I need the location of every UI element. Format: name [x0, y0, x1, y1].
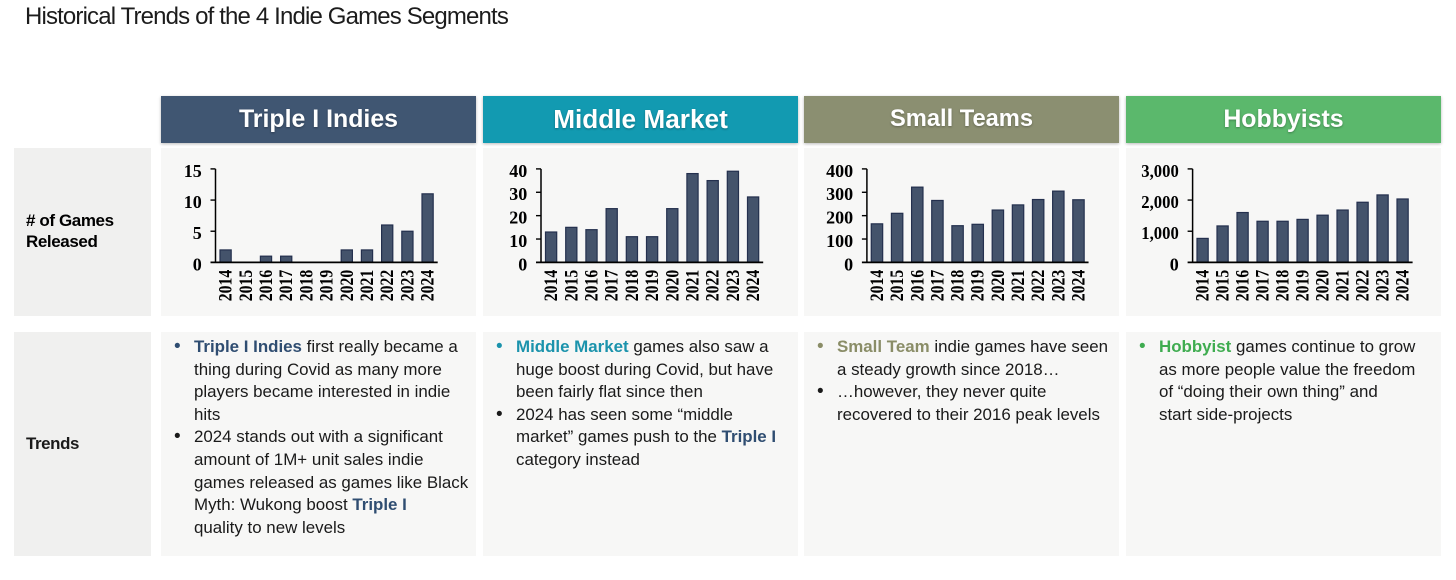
- svg-text:200: 200: [826, 208, 853, 228]
- svg-text:2019: 2019: [1293, 270, 1314, 302]
- svg-text:2015: 2015: [887, 270, 908, 302]
- svg-text:2019: 2019: [642, 270, 663, 302]
- svg-text:2014: 2014: [216, 269, 237, 301]
- svg-text:30: 30: [509, 184, 527, 204]
- svg-text:300: 300: [826, 184, 853, 204]
- svg-text:2023: 2023: [723, 270, 744, 302]
- svg-text:2021: 2021: [1333, 270, 1354, 302]
- svg-text:2023: 2023: [1373, 270, 1394, 302]
- svg-text:0: 0: [1170, 254, 1179, 274]
- svg-text:2017: 2017: [1253, 270, 1274, 302]
- svg-text:2019: 2019: [968, 270, 989, 302]
- svg-text:0: 0: [844, 254, 853, 274]
- svg-text:2017: 2017: [927, 270, 948, 302]
- svg-text:15: 15: [184, 161, 202, 181]
- svg-text:2015: 2015: [561, 270, 582, 302]
- svg-text:10: 10: [509, 231, 527, 251]
- svg-text:2015: 2015: [236, 270, 257, 302]
- svg-text:0: 0: [193, 254, 202, 274]
- svg-text:400: 400: [826, 161, 853, 181]
- svg-text:2016: 2016: [907, 270, 928, 302]
- svg-text:2017: 2017: [276, 270, 297, 302]
- svg-text:1,000: 1,000: [1141, 223, 1179, 243]
- svg-text:2018: 2018: [948, 270, 969, 302]
- svg-text:20: 20: [509, 208, 527, 228]
- svg-text:100: 100: [826, 231, 853, 251]
- svg-text:2014: 2014: [541, 269, 562, 301]
- svg-text:2018: 2018: [296, 270, 317, 302]
- svg-text:2024: 2024: [1068, 269, 1089, 301]
- svg-text:40: 40: [509, 161, 527, 181]
- svg-text:2020: 2020: [1313, 270, 1334, 302]
- svg-text:2020: 2020: [662, 270, 683, 302]
- svg-text:2020: 2020: [988, 270, 1009, 302]
- svg-text:3,000: 3,000: [1141, 161, 1179, 181]
- svg-text:2014: 2014: [867, 269, 888, 301]
- svg-text:2020: 2020: [337, 270, 358, 302]
- svg-text:2022: 2022: [1353, 270, 1374, 302]
- svg-text:2022: 2022: [1028, 270, 1049, 302]
- svg-text:2023: 2023: [397, 270, 418, 302]
- svg-text:2019: 2019: [317, 270, 338, 302]
- svg-text:2015: 2015: [1213, 270, 1234, 302]
- svg-text:2,000: 2,000: [1141, 192, 1179, 212]
- svg-text:2022: 2022: [703, 270, 724, 302]
- svg-text:2021: 2021: [357, 270, 378, 302]
- svg-text:2017: 2017: [602, 270, 623, 302]
- svg-text:2021: 2021: [1008, 270, 1029, 302]
- svg-text:2024: 2024: [1393, 269, 1414, 301]
- svg-text:2024: 2024: [743, 269, 764, 301]
- svg-text:2022: 2022: [377, 270, 398, 302]
- svg-text:2016: 2016: [256, 270, 277, 302]
- svg-text:5: 5: [193, 223, 202, 243]
- svg-text:2016: 2016: [1233, 270, 1254, 302]
- svg-text:10: 10: [184, 192, 202, 212]
- svg-text:2023: 2023: [1048, 270, 1069, 302]
- svg-text:0: 0: [518, 254, 527, 274]
- svg-text:2021: 2021: [683, 270, 704, 302]
- svg-text:2018: 2018: [622, 270, 643, 302]
- svg-text:2024: 2024: [418, 269, 439, 301]
- svg-text:2016: 2016: [582, 270, 603, 302]
- svg-text:2014: 2014: [1193, 269, 1214, 301]
- svg-text:2018: 2018: [1273, 270, 1294, 302]
